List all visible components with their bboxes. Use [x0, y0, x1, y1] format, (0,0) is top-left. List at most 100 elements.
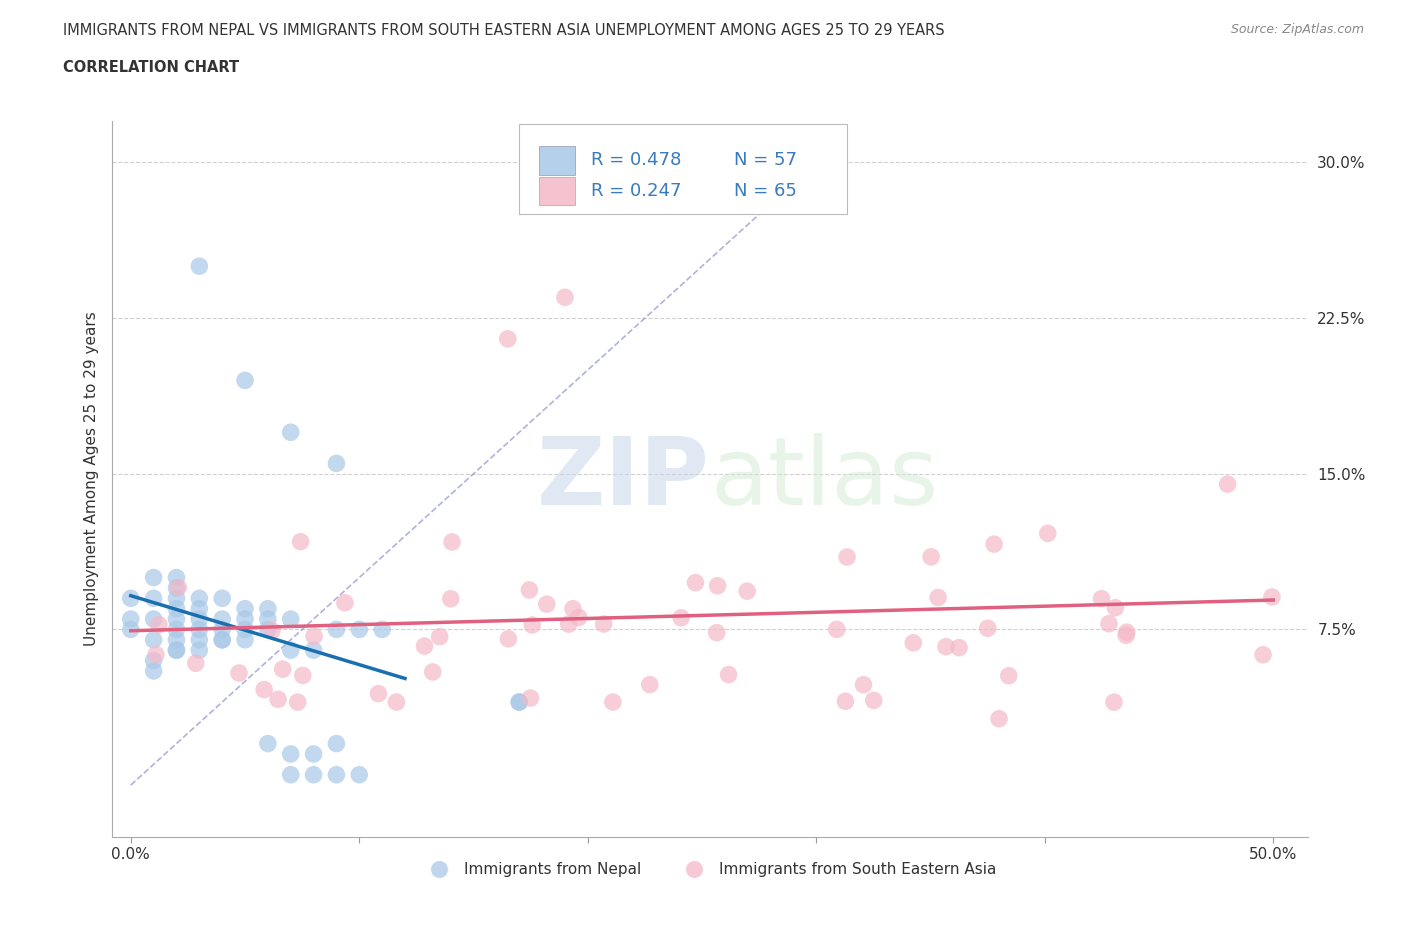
Point: [166, 632, 188, 647]
Text: N = 65: N = 65: [734, 182, 797, 200]
Point: [280, 747, 302, 762]
Point: [233, 632, 256, 647]
Point: [988, 711, 1011, 726]
Point: [280, 612, 302, 627]
Point: [233, 612, 256, 627]
Point: [568, 610, 591, 625]
Point: [302, 643, 325, 658]
Point: [228, 666, 250, 681]
Point: [737, 176, 759, 191]
Point: [280, 425, 302, 440]
Point: [997, 669, 1019, 684]
Point: [717, 667, 740, 682]
Point: [166, 591, 188, 605]
Point: [148, 618, 170, 632]
Point: [257, 601, 280, 616]
Point: [188, 591, 211, 605]
Point: [413, 639, 436, 654]
Text: R = 0.247: R = 0.247: [591, 182, 681, 200]
Point: [562, 602, 585, 617]
Point: [120, 612, 142, 627]
Point: [536, 597, 558, 612]
Point: [1216, 477, 1239, 492]
Point: [167, 580, 190, 595]
Point: [325, 737, 347, 751]
Point: [685, 576, 707, 591]
Point: [1090, 591, 1112, 606]
Point: [440, 591, 463, 606]
Point: [325, 622, 347, 637]
Point: [903, 635, 925, 650]
Point: [706, 625, 728, 640]
Point: [638, 677, 661, 692]
Point: [983, 537, 1005, 551]
Point: [557, 617, 579, 631]
Point: [1104, 600, 1126, 615]
Point: [508, 695, 530, 710]
Point: [385, 695, 408, 710]
Point: [554, 290, 576, 305]
Point: [862, 693, 884, 708]
FancyBboxPatch shape: [519, 125, 848, 214]
Point: [142, 591, 165, 605]
Point: [1036, 526, 1059, 541]
Point: [1115, 625, 1137, 640]
Point: [602, 695, 624, 710]
Point: [977, 621, 1000, 636]
Point: [1098, 617, 1121, 631]
Point: [522, 618, 544, 632]
Point: [166, 570, 188, 585]
Text: Source: ZipAtlas.com: Source: ZipAtlas.com: [1230, 23, 1364, 36]
Text: ZIP: ZIP: [537, 433, 710, 525]
Point: [834, 694, 856, 709]
Text: IMMIGRANTS FROM NEPAL VS IMMIGRANTS FROM SOUTH EASTERN ASIA UNEMPLOYMENT AMONG A: IMMIGRANTS FROM NEPAL VS IMMIGRANTS FROM…: [63, 23, 945, 38]
Point: [1251, 647, 1274, 662]
Point: [142, 632, 165, 647]
Bar: [538, 177, 575, 206]
Point: [267, 692, 290, 707]
Point: [291, 668, 314, 683]
Point: [669, 610, 692, 625]
Point: [367, 686, 389, 701]
Point: [184, 656, 207, 671]
Point: [835, 550, 858, 565]
Point: [1102, 695, 1125, 710]
Point: [333, 595, 356, 610]
Point: [852, 677, 875, 692]
Legend: Immigrants from Nepal, Immigrants from South Eastern Asia: Immigrants from Nepal, Immigrants from S…: [418, 856, 1002, 884]
Point: [257, 622, 280, 637]
Point: [592, 617, 614, 631]
Point: [233, 601, 256, 616]
Point: [496, 331, 519, 346]
Point: [302, 747, 325, 762]
Bar: [538, 146, 575, 175]
Point: [325, 767, 347, 782]
Point: [142, 570, 165, 585]
Point: [498, 631, 520, 646]
Text: atlas: atlas: [710, 433, 938, 525]
Point: [188, 632, 211, 647]
Point: [211, 622, 233, 637]
Point: [280, 643, 302, 658]
Point: [142, 612, 165, 627]
Point: [927, 590, 949, 604]
Point: [145, 647, 167, 662]
Point: [142, 653, 165, 668]
Point: [188, 622, 211, 637]
Point: [280, 767, 302, 782]
Point: [508, 695, 530, 710]
Point: [290, 534, 312, 549]
Point: [735, 584, 758, 599]
Point: [253, 683, 276, 698]
Point: [441, 535, 464, 550]
Text: N = 57: N = 57: [734, 152, 797, 169]
Point: [211, 632, 233, 647]
Point: [302, 767, 325, 782]
Point: [233, 622, 256, 637]
Point: [271, 662, 294, 677]
Point: [422, 665, 444, 680]
Point: [371, 622, 394, 637]
Point: [120, 591, 142, 605]
Point: [429, 630, 451, 644]
Point: [260, 623, 283, 638]
